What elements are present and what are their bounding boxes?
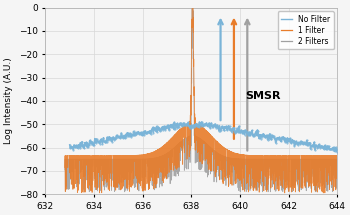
Y-axis label: Log Intensity (A.U.): Log Intensity (A.U.)	[4, 58, 13, 144]
Text: SMSR: SMSR	[245, 91, 280, 101]
Legend: No Filter, 1 Filter, 2 Filters: No Filter, 1 Filter, 2 Filters	[278, 11, 334, 49]
